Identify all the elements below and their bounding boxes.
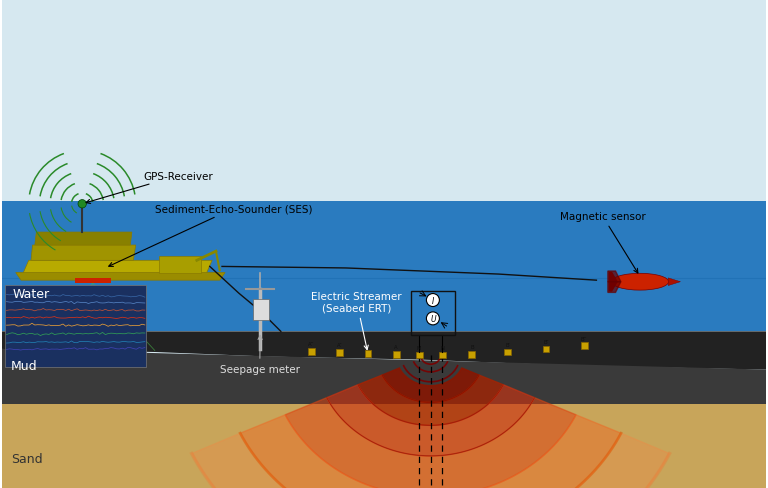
Text: B‴: B‴	[581, 336, 588, 341]
Polygon shape	[31, 245, 136, 261]
Text: Seepage meter: Seepage meter	[220, 336, 300, 374]
Bar	[2, 404, 766, 488]
Polygon shape	[609, 282, 617, 291]
Text: Water: Water	[12, 287, 50, 300]
Text: A: A	[395, 344, 398, 349]
Bar	[74, 278, 111, 284]
Circle shape	[426, 294, 439, 307]
Polygon shape	[2, 349, 766, 423]
Text: I: I	[432, 296, 434, 305]
Text: Electric Streamer
(Seabed ERT): Electric Streamer (Seabed ERT)	[311, 291, 402, 350]
Circle shape	[78, 200, 86, 208]
Bar	[542, 346, 549, 353]
Text: Sand: Sand	[12, 452, 43, 466]
Text: GPS-Receiver: GPS-Receiver	[86, 171, 213, 204]
Polygon shape	[35, 233, 132, 245]
Polygon shape	[607, 282, 621, 293]
Polygon shape	[668, 278, 680, 286]
Text: Magnetic sensor: Magnetic sensor	[560, 212, 645, 273]
Polygon shape	[358, 375, 503, 426]
Bar	[308, 348, 315, 355]
Bar	[468, 351, 475, 358]
Polygon shape	[326, 385, 535, 456]
Text: A″: A″	[337, 343, 343, 347]
Polygon shape	[382, 368, 479, 403]
Text: B′: B′	[505, 342, 510, 347]
Polygon shape	[240, 415, 621, 488]
Bar	[365, 350, 372, 357]
Polygon shape	[609, 273, 617, 282]
Text: B: B	[470, 344, 474, 349]
Polygon shape	[15, 273, 225, 281]
Text: A‴: A‴	[308, 341, 315, 346]
Bar	[439, 352, 445, 359]
Bar	[336, 349, 343, 356]
Bar	[159, 256, 200, 273]
Text: B″: B″	[543, 339, 549, 344]
Circle shape	[426, 312, 439, 325]
Text: Sediment-Echo-Sounder (SES): Sediment-Echo-Sounder (SES)	[109, 204, 313, 267]
Bar	[2, 202, 766, 332]
Text: M: M	[417, 345, 422, 350]
Bar	[581, 343, 588, 349]
Polygon shape	[285, 398, 576, 488]
Polygon shape	[2, 332, 766, 370]
Text: Mud: Mud	[12, 360, 38, 372]
Polygon shape	[192, 433, 670, 488]
Polygon shape	[23, 261, 212, 273]
Text: N: N	[440, 345, 444, 350]
Text: A′: A′	[366, 344, 370, 348]
Bar	[392, 351, 399, 358]
Ellipse shape	[611, 274, 669, 290]
Bar	[5, 285, 147, 367]
Polygon shape	[607, 271, 621, 282]
Bar	[253, 299, 270, 320]
Text: U: U	[430, 314, 435, 323]
Bar	[411, 291, 455, 336]
Polygon shape	[2, 408, 766, 488]
Bar	[415, 352, 422, 359]
Bar	[505, 349, 511, 356]
